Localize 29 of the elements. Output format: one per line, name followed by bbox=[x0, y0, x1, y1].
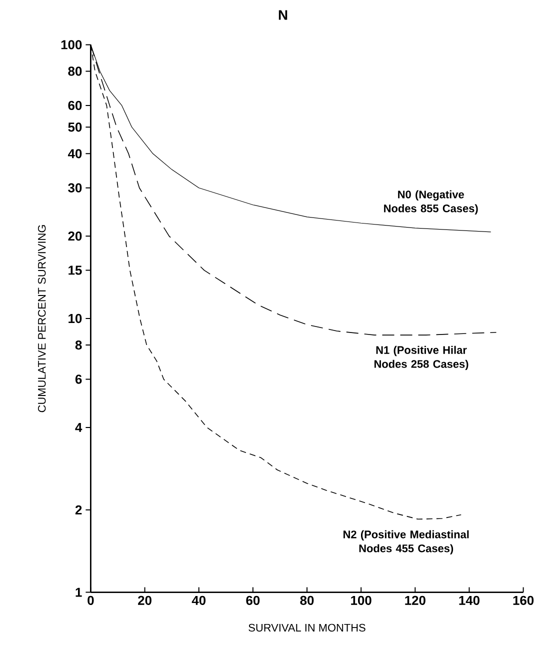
x-tick-label: 140 bbox=[459, 596, 480, 605]
x-tick-label: 0 bbox=[88, 596, 94, 605]
y-tick-label: 1 bbox=[76, 588, 82, 597]
y-tick-label: 2 bbox=[75, 505, 82, 514]
y-tick-label: 6 bbox=[75, 374, 82, 384]
series-label: N0 (Negative Nodes 855 Cases) bbox=[384, 190, 478, 214]
x-tick-label: 120 bbox=[405, 596, 426, 605]
series-label: N1 (Positive Hilar Nodes 258 Cases) bbox=[374, 346, 468, 370]
y-tick-label: 8 bbox=[75, 340, 82, 350]
y-tick-label: 4 bbox=[75, 423, 82, 432]
y-tick-label: 30 bbox=[68, 183, 82, 192]
x-tick-label: 100 bbox=[351, 596, 372, 605]
y-tick-label: 50 bbox=[68, 122, 82, 132]
x-tick-label: 40 bbox=[192, 596, 206, 605]
y-tick-label: 60 bbox=[68, 100, 82, 110]
x-tick-label: 20 bbox=[138, 596, 152, 605]
y-tick-label: 15 bbox=[68, 266, 82, 275]
y-tick-label: 20 bbox=[68, 232, 82, 241]
x-tick-label: 80 bbox=[300, 596, 314, 605]
y-tick-label: 10 bbox=[68, 314, 82, 324]
chart-title: N bbox=[278, 10, 288, 20]
y-tick-label: 40 bbox=[68, 149, 82, 158]
y-axis-title: CUMULATIVE PERCENT SURVIVING bbox=[38, 225, 46, 412]
x-axis-title: SURVIVAL IN MONTHS bbox=[248, 624, 366, 632]
y-tick-label: 80 bbox=[68, 66, 82, 76]
series-label: N2 (Positive Mediastinal Nodes 455 Cases) bbox=[344, 530, 469, 554]
x-tick-label: 160 bbox=[513, 596, 534, 605]
y-tick-label: 100 bbox=[61, 40, 82, 50]
x-tick-label: 60 bbox=[246, 596, 260, 605]
